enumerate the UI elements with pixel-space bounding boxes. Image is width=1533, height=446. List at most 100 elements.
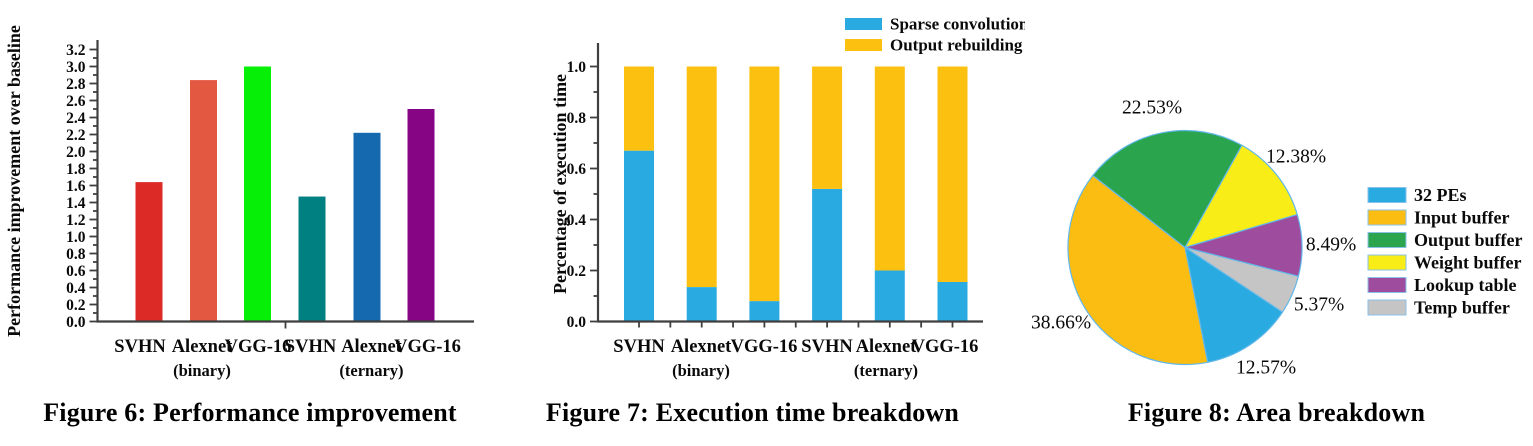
- legend-item-32-pes: 32 PEs: [1367, 185, 1467, 205]
- x-category-label: VGG-16: [394, 337, 461, 357]
- y-tick-label: 2.4: [66, 110, 86, 127]
- legend-swatch: [1367, 187, 1407, 203]
- y-tick-label: 3.2: [66, 42, 86, 59]
- stacked-bar-vgg-16-output-rebuilding: [749, 66, 780, 302]
- y-tick-label: 0.8: [567, 110, 587, 127]
- legend-swatch: [1367, 299, 1407, 316]
- stacked-bar-svhn-output-rebuilding: [624, 66, 654, 151]
- y-tick-label: 1.8: [66, 161, 86, 178]
- y-tick-label: 2.6: [66, 93, 86, 110]
- stacked-bar-alexnet-sparse-convolution: [686, 287, 717, 322]
- y-axis-title: Performance improvement over baseline: [4, 25, 24, 337]
- x-category-label: Alexnet: [341, 337, 402, 357]
- legend-label: Temp buffer: [1414, 298, 1510, 318]
- x-category-label: VGG-16: [912, 337, 979, 357]
- figure-6-caption: Figure 6: Performance improvement: [43, 398, 457, 427]
- pie-percent-label: 12.57%: [1236, 358, 1296, 379]
- y-tick-label: 3.0: [66, 59, 86, 76]
- pie-percent-label: 12.38%: [1266, 147, 1326, 168]
- bar-vgg-16-5: [407, 109, 435, 322]
- legend-item-sparse-convolution: Sparse convolution: [845, 15, 1025, 34]
- legend-swatch: [845, 18, 882, 30]
- x-category-label: VGG-16: [731, 337, 798, 357]
- y-tick-label: 1.0: [66, 229, 86, 246]
- stacked-bar-svhn-output-rebuilding: [812, 66, 843, 189]
- legend-item-weight-buffer: Weight buffer: [1367, 253, 1522, 273]
- stacked-bar-vgg-16-sparse-convolution: [749, 301, 780, 322]
- pie-slice-weight-buffer: [1184, 144, 1298, 249]
- legend-label: Output buffer: [1414, 230, 1523, 250]
- pie-slice-input-buffer: [1067, 174, 1209, 366]
- legend-label: Sparse convolution: [890, 15, 1025, 34]
- legend-label: Input buffer: [1414, 208, 1510, 228]
- legend-item-lookup-table: Lookup table: [1367, 275, 1517, 295]
- x-category-label: VGG-16: [225, 337, 292, 357]
- x-category-label: SVHN: [613, 337, 665, 357]
- y-tick-label: 0.4: [66, 280, 86, 297]
- x-category-label: SVHN: [801, 337, 853, 357]
- x-category-label: Alexnet: [172, 337, 233, 357]
- x-category-label: Alexnet: [671, 337, 732, 357]
- pie-percent-label: 22.53%: [1122, 98, 1182, 119]
- bar-vgg-16-2: [244, 66, 271, 322]
- legend-label: Output rebuilding: [890, 36, 1023, 55]
- legend-swatch: [845, 39, 882, 51]
- y-tick-label: 2.0: [66, 144, 86, 161]
- y-tick-label: 0.0: [66, 314, 86, 331]
- pie-percent-label: 5.37%: [1294, 295, 1344, 316]
- y-tick-label: 1.4: [66, 195, 86, 212]
- x-group-label: (binary): [173, 361, 231, 380]
- y-tick-label: 2.8: [66, 76, 86, 93]
- pie-percent-label: 8.49%: [1306, 235, 1356, 256]
- pie-slice-output-buffer: [1092, 129, 1243, 249]
- y-tick-label: 0.2: [66, 297, 86, 314]
- x-group-label: (binary): [672, 361, 730, 380]
- legend-swatch: [1367, 277, 1407, 293]
- y-tick-label: 2.2: [66, 127, 86, 144]
- stacked-bar-vgg-16-output-rebuilding: [937, 66, 968, 282]
- bar-svhn-0: [135, 182, 163, 322]
- x-category-label: SVHN: [285, 337, 337, 357]
- y-tick-label: 0.2: [567, 263, 587, 280]
- figure-7-caption: Figure 7: Execution time breakdown: [545, 398, 960, 427]
- bar-svhn-3: [298, 196, 326, 322]
- legend-swatch: [1367, 209, 1407, 226]
- y-axis-title: Percentage of execution time: [550, 74, 570, 294]
- stacked-bar-alexnet-sparse-convolution: [874, 270, 905, 322]
- pie-slice-32-pes: [1184, 246, 1284, 363]
- y-tick-label: 1.0: [567, 59, 587, 76]
- legend-item-output-buffer: Output buffer: [1367, 230, 1523, 250]
- y-tick-label: 0.4: [567, 212, 587, 229]
- bar-alexnet-1: [190, 80, 217, 322]
- x-group-label: (ternary): [854, 361, 918, 380]
- legend-swatch: [1367, 254, 1407, 271]
- legend-label: Lookup table: [1414, 275, 1517, 295]
- pie-percent-label: 38.66%: [1031, 313, 1091, 334]
- y-tick-label: 0.6: [567, 161, 587, 178]
- stacked-bar-alexnet-output-rebuilding: [874, 66, 905, 271]
- x-category-label: Alexnet: [856, 337, 917, 357]
- y-tick-label: 1.2: [66, 212, 86, 229]
- y-tick-label: 0.8: [66, 246, 86, 263]
- figure-8-caption: Figure 8: Area breakdown: [1127, 398, 1426, 427]
- stacked-bar-vgg-16-sparse-convolution: [937, 281, 968, 322]
- stacked-bar-svhn-sparse-convolution: [812, 188, 843, 322]
- legend-item-temp-buffer: Temp buffer: [1367, 298, 1510, 318]
- pie-chart-area-breakdown: 22.53% 12.38% 8.49% 5.37% 12.57% 38.66% 32 PEs…: [1031, 98, 1523, 379]
- stacked-bar-svhn-sparse-convolution: [624, 150, 654, 322]
- bar-chart-performance-improvement: 0.00.20.40.60.81.01.21.41.61.82.02.22.42…: [4, 25, 474, 380]
- figure-7-execution-time-breakdown: 0.0 0.2 0.4 0.6 0.8 1.0 SVHN Alexnet VGG-16 SVHN A…: [480, 0, 1025, 446]
- stacked-bar-alexnet-output-rebuilding: [686, 66, 717, 288]
- axes: [596, 43, 983, 323]
- legend-item-input-buffer: Input buffer: [1367, 208, 1510, 228]
- y-tick-label: 0.6: [66, 263, 86, 280]
- figure-6-performance-improvement: 0.0 0.2 0.4 0.6 0.8 1.0 1.2 1.4 1.6 1.8 2.0 2.2 2.4 2…: [0, 0, 500, 446]
- legend-label: Weight buffer: [1414, 253, 1522, 273]
- y-tick-label: 1.6: [66, 178, 86, 195]
- y-tick-label: 0.0: [567, 314, 587, 331]
- legend-item-output-rebuilding: Output rebuilding: [845, 36, 1023, 55]
- x-category-label: SVHN: [114, 337, 166, 357]
- legend-label: 32 PEs: [1414, 185, 1467, 205]
